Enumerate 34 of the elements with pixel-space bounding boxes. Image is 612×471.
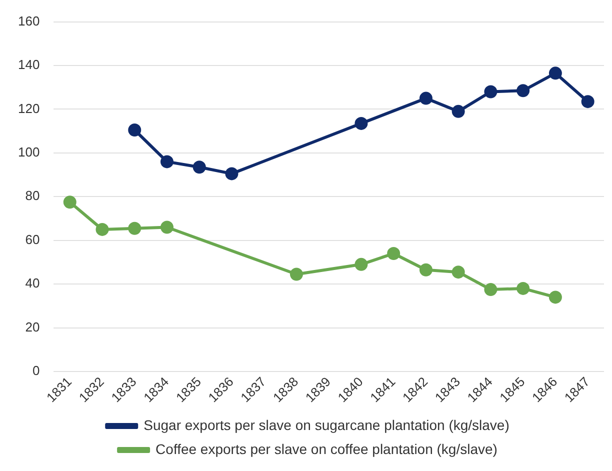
y-tick-label: 20 bbox=[25, 319, 40, 334]
point bbox=[452, 104, 465, 118]
point bbox=[96, 222, 109, 236]
point bbox=[160, 220, 174, 234]
point bbox=[548, 66, 562, 80]
point bbox=[419, 263, 432, 276]
y-tick-label: 80 bbox=[25, 188, 40, 204]
y-tick-label: 100 bbox=[18, 144, 40, 160]
point bbox=[484, 283, 498, 296]
point bbox=[419, 92, 432, 105]
point bbox=[387, 246, 400, 260]
point bbox=[452, 266, 465, 279]
y-tick-label: 120 bbox=[18, 100, 40, 116]
point bbox=[128, 123, 142, 136]
point bbox=[225, 167, 238, 180]
point bbox=[581, 95, 594, 108]
point bbox=[548, 290, 562, 304]
y-tick-label: 0 bbox=[32, 363, 40, 378]
point bbox=[354, 258, 368, 271]
y-tick-label: 60 bbox=[25, 232, 40, 247]
point bbox=[290, 268, 303, 281]
point bbox=[354, 116, 368, 130]
y-tick-label: 160 bbox=[18, 13, 40, 28]
y-tick-label: 140 bbox=[18, 57, 40, 72]
point bbox=[160, 155, 174, 168]
point bbox=[192, 160, 206, 174]
point bbox=[516, 84, 530, 98]
point bbox=[484, 85, 498, 98]
legend-label: Sugar exports per slave on sugarcane plantation (kg/slave) bbox=[144, 416, 510, 433]
point bbox=[128, 222, 142, 235]
legend-label: Coffee exports per slave on coffee plantation (kg/slave) bbox=[156, 440, 498, 457]
point bbox=[516, 282, 530, 295]
y-tick-label: 40 bbox=[25, 276, 40, 291]
point bbox=[63, 196, 76, 209]
